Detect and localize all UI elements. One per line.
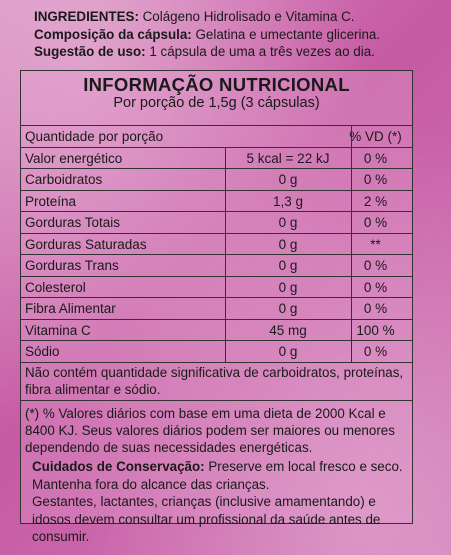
footnote-line: (*) % Valores diários com base em uma di… [25,405,386,421]
table-row: Gorduras Saturadas 0 g ** [21,232,412,256]
ingredients-line: INGREDIENTES: Colágeno Hidrolisado e Vit… [34,8,434,26]
column-divider [225,146,226,362]
nutrient-amount: 1,3 g [272,193,304,209]
nutrient-name: Valor energético [25,150,123,166]
nutrient-name: Proteína [25,193,77,209]
nutrient-name: Colesterol [25,279,86,295]
nutrient-name: Sódio [25,344,60,359]
care-block: Cuidados de Conservação: Preserve em loc… [32,458,437,546]
table-row: Fibra Alimentar 0 g 0 % [21,297,412,320]
table-row: Gorduras Trans 0 g 0 % [21,254,412,277]
table-header-row: Quantidade por porção % VD (*) [21,125,412,148]
care-line: idosos devem consultar um profissional d… [32,511,381,527]
capsule-line: Composição da cápsula: Gelatina e umecta… [34,26,434,44]
nutrient-amount: 0 g [278,236,298,252]
nutrient-vd: 0 % [363,215,388,230]
nutrient-name: Fibra Alimentar [25,301,116,316]
care-line: consumir. [32,529,90,544]
note-line: fibra alimentar e sódio. [25,381,161,397]
care-label: Cuidados de Conservação: [32,459,205,474]
ingredients-label: INGREDIENTES: [34,9,139,24]
note-line: Não contém quantidade significativa de c… [25,364,404,380]
nutrient-amount: 0 g [278,258,298,273]
nutrient-amount: 0 g [278,172,298,187]
table-row: Gorduras Totais 0 g 0 % [21,211,412,234]
nutrient-name: Vitamina C [25,322,91,338]
capsule-value: Gelatina e umectante glicerina. [195,26,381,42]
care-line: Mantenha fora do alcance das crianças. [32,476,270,492]
nutrient-amount: 5 kcal = 22 kJ [246,150,330,166]
nutrition-panel: INFORMAÇÃO NUTRICIONAL Por porção de 1,5… [20,70,413,524]
nutrient-amount: 0 g [278,215,298,230]
header-vd: % VD (*) [349,129,402,144]
care-text: Preserve em local fresco e seco. [208,459,403,474]
usage-line: Sugestão de uso: 1 cápsula de uma a três… [34,43,434,61]
ingredients-block: INGREDIENTES: Colágeno Hidrolisado e Vit… [34,8,434,61]
nutrient-vd: 0 % [363,150,388,166]
table-row: Vitamina C 45 mg 100 % [21,318,412,342]
nutrient-vd: 2 % [363,193,388,209]
table-row: Valor energético 5 kcal = 22 kJ 0 % [21,146,412,170]
nutrition-note: Não contém quantidade significativa de c… [25,364,406,398]
table-row: Sódio 0 g 0 % [21,340,412,363]
footnote-line: dependendo de suas necessidades energéti… [25,439,313,455]
footnote-separator [21,399,412,401]
care-line: Cuidados de Conservação: Preserve em loc… [32,458,437,476]
nutrient-name: Gorduras Saturadas [25,236,147,252]
footnote: (*) % Valores diários com base em uma di… [25,405,406,456]
nutrient-name: Gorduras Totais [25,215,121,230]
nutrient-vd: 0 % [363,344,388,359]
usage-value: 1 cápsula de uma a três vezes ao dia. [149,44,375,60]
nutrient-vd: 0 % [363,258,388,273]
nutrient-vd: 100 % [356,322,395,338]
header-quantity: Quantidade por porção [25,129,164,144]
nutrient-amount: 0 g [278,279,298,295]
ingredients-value: Colágeno Hidrolisado e Vitamina C. [142,9,355,24]
note-separator [21,361,412,363]
nutrient-amount: 45 mg [269,322,307,338]
footnote-line: 8400 KJ. Seus valores diários podem ser … [25,422,395,438]
nutrient-vd: ** [370,236,381,252]
nutrient-vd: 0 % [363,172,388,187]
care-line: Gestantes, lactantes, crianças (inclusiv… [32,494,376,509]
column-divider [351,125,352,362]
nutrient-amount: 0 g [278,344,298,359]
nutrient-vd: 0 % [363,301,388,316]
nutrition-title: INFORMAÇÃO NUTRICIONAL [83,74,350,95]
table-row: Colesterol 0 g 0 % [21,275,412,299]
nutrient-vd: 0 % [363,279,388,295]
nutrient-name: Carboidratos [25,172,103,187]
nutrient-amount: 0 g [278,301,298,316]
nutrition-portion: Por porção de 1,5g (3 cápsulas) [113,95,320,111]
nutrient-name: Gorduras Trans [25,258,119,273]
table-row: Proteína 1,3 g 2 % [21,189,412,213]
table-row: Carboidratos 0 g 0 % [21,168,412,191]
capsule-label: Composição da cápsula: [34,26,192,42]
usage-label: Sugestão de uso: [34,44,146,60]
